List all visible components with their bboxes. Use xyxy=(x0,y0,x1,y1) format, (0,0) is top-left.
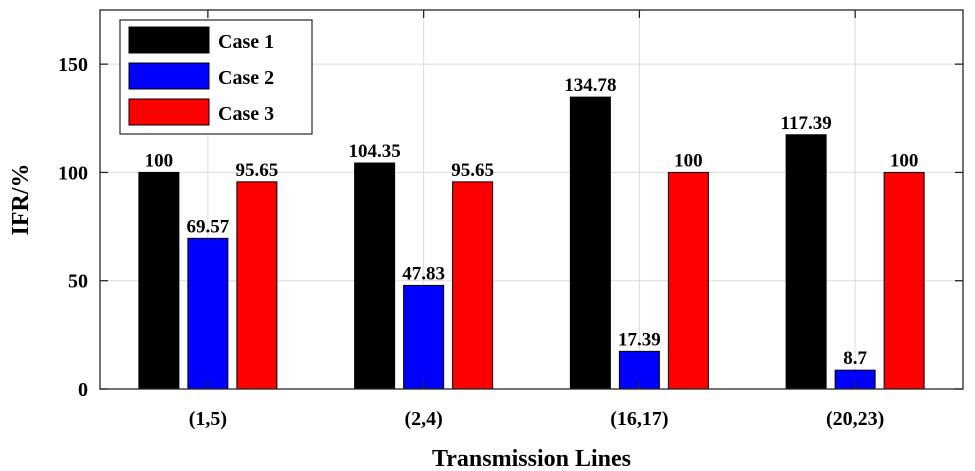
bar-case-1 xyxy=(569,96,611,390)
bar-case-1 xyxy=(785,134,827,390)
legend: Case 1 Case 2 Case 3 xyxy=(119,19,313,135)
plot-frame xyxy=(99,9,964,390)
data-label: 17.39 xyxy=(618,329,661,350)
data-label: 8.7 xyxy=(843,348,867,369)
bar-case-3 xyxy=(667,171,709,390)
y-tick-label: 50 xyxy=(68,271,88,293)
legend-swatch xyxy=(128,62,210,90)
y-axis-label: IFR/% xyxy=(8,164,34,236)
data-label: 95.65 xyxy=(451,160,494,181)
data-label: 95.65 xyxy=(236,160,279,181)
bars xyxy=(138,96,925,390)
x-axis-label: Transmission Lines xyxy=(432,446,631,471)
bar-case-1 xyxy=(354,162,396,390)
bar-case-3 xyxy=(452,181,494,390)
legend-entry: Case 3 xyxy=(218,103,274,125)
y-tick-label: 150 xyxy=(58,54,88,76)
data-label: 134.78 xyxy=(564,75,616,96)
data-label: 104.35 xyxy=(349,141,401,162)
data-label: 117.39 xyxy=(781,113,832,134)
legend-entry: Case 1 xyxy=(218,31,274,53)
legend-swatch xyxy=(128,98,210,126)
legend-entry: Case 2 xyxy=(218,67,274,89)
bar-case-3 xyxy=(883,171,925,390)
data-label: 100 xyxy=(674,150,703,171)
bar-case-2 xyxy=(187,237,229,390)
data-label: 100 xyxy=(145,150,174,171)
bar-case-3 xyxy=(236,181,278,390)
bar-case-1 xyxy=(138,171,180,390)
x-tick-label: (2,4) xyxy=(404,408,442,430)
data-labels: 100 104.35 134.78 117.39 69.57 47.83 17.39 8.7 9… xyxy=(145,75,919,369)
data-label: 100 xyxy=(890,150,919,171)
data-label: 47.83 xyxy=(402,263,445,284)
x-tick-label: (1,5) xyxy=(189,408,227,430)
bar-case-2 xyxy=(403,284,445,390)
x-tick-label: (20,23) xyxy=(826,408,884,430)
data-label: 69.57 xyxy=(187,216,230,237)
legend-swatch xyxy=(128,26,210,54)
y-tick-label: 100 xyxy=(58,162,88,184)
axis-ticks: 0 50 100 150 (1,5) (2,4) (16,17) (20,23) xyxy=(58,10,963,430)
x-tick-label: (16,17) xyxy=(610,408,668,430)
y-tick-label: 0 xyxy=(78,379,88,401)
